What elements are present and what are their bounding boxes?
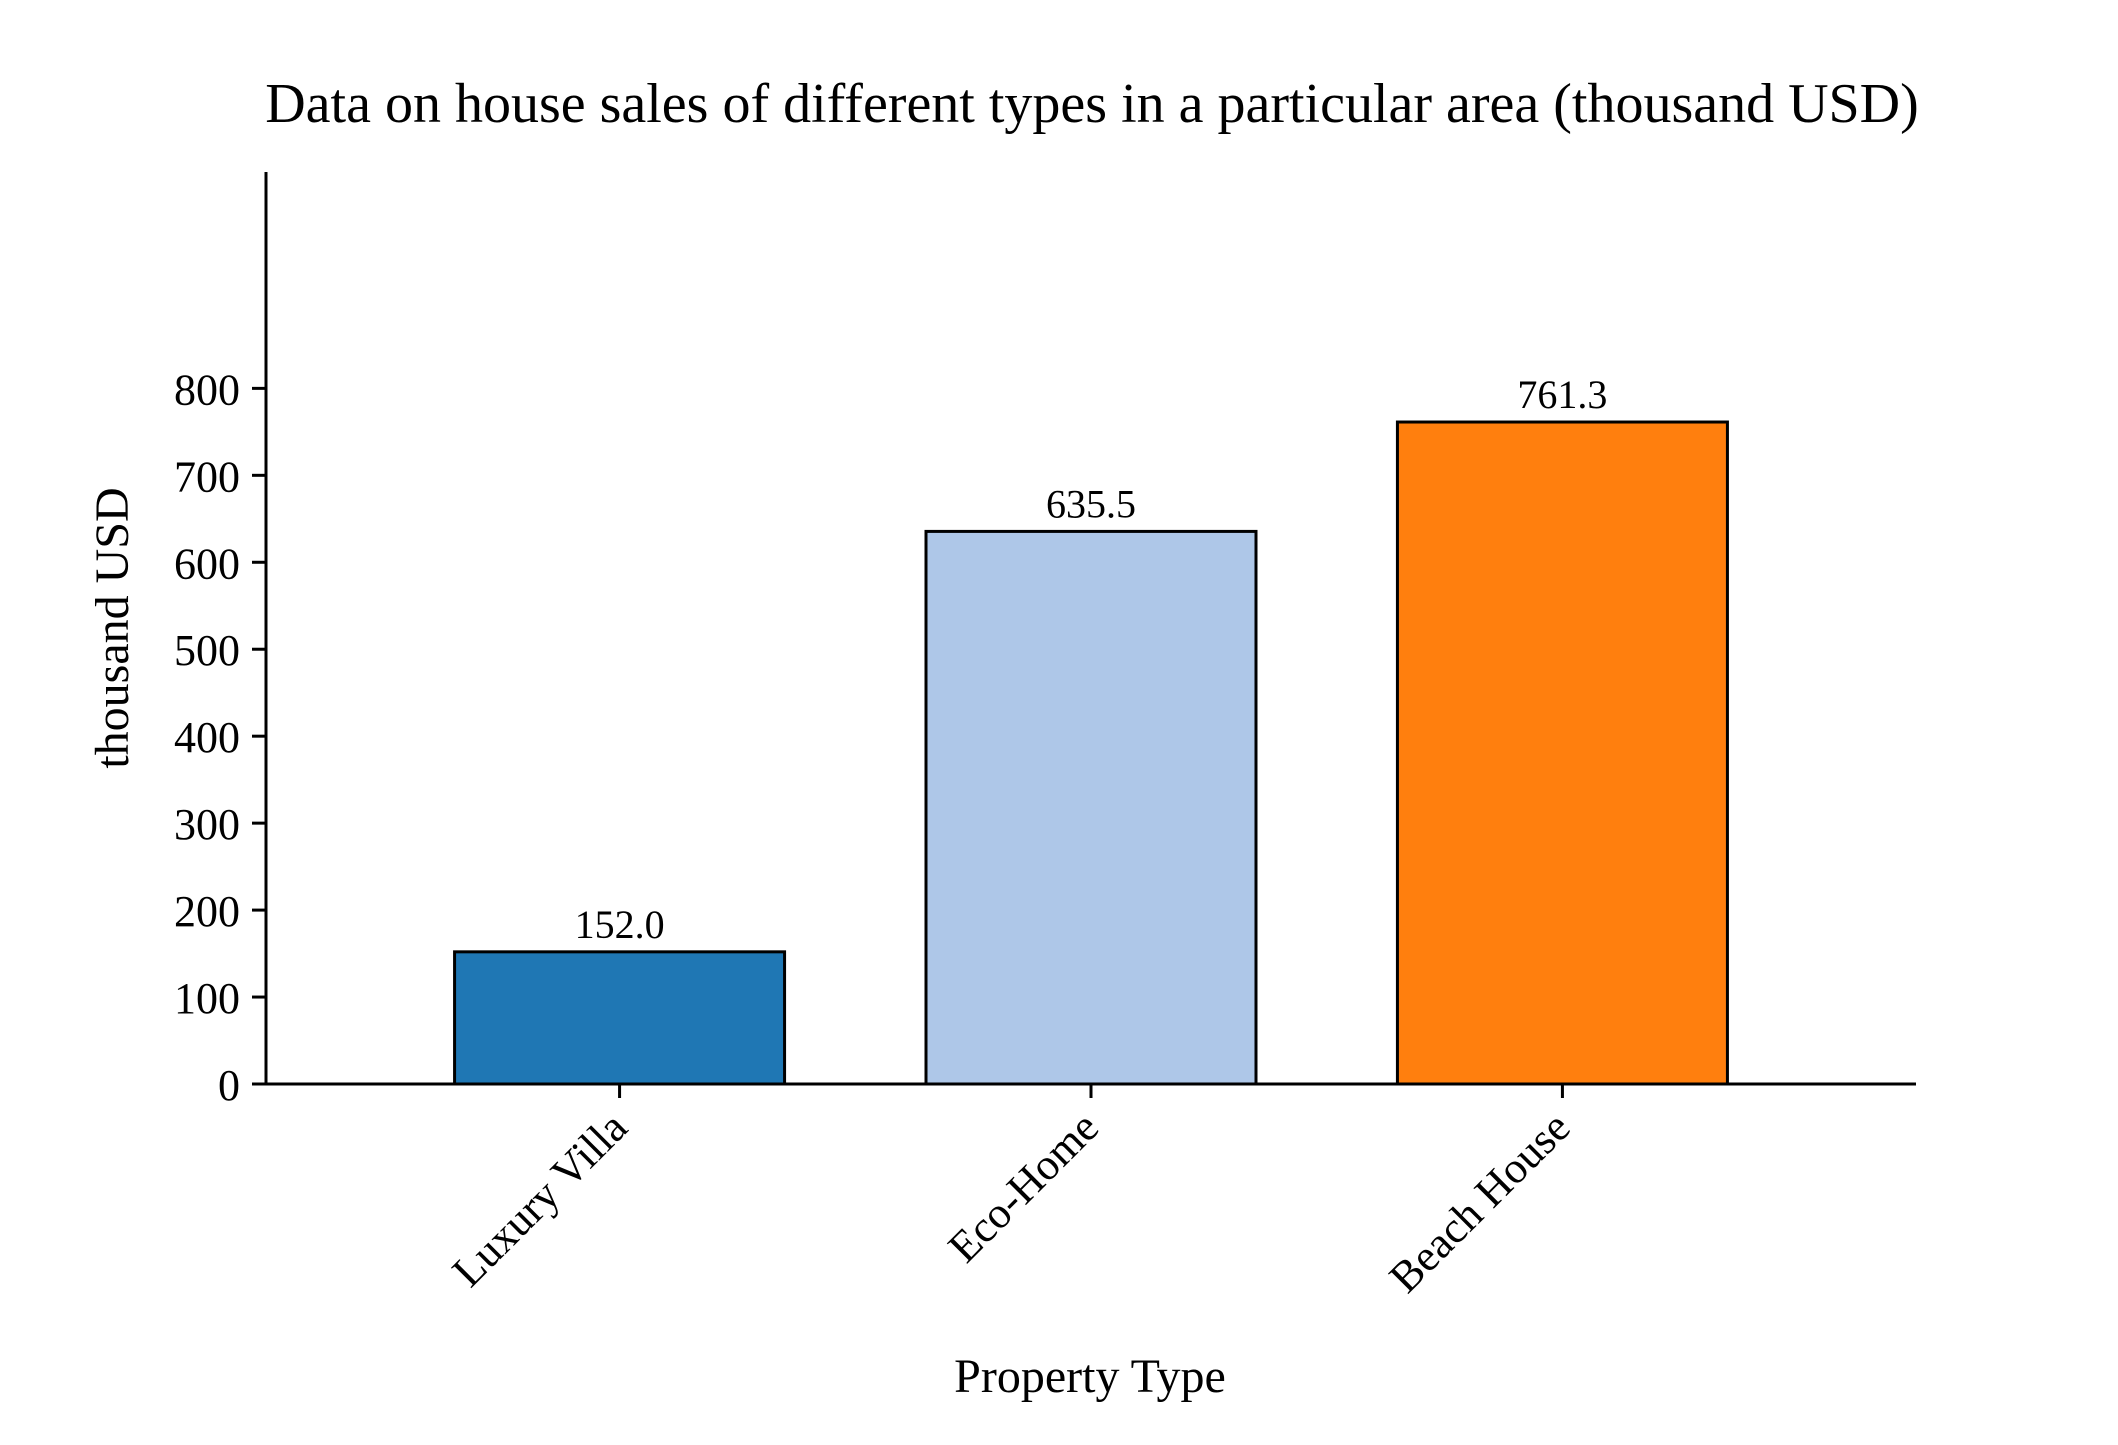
y-tick-label-800: 800 bbox=[174, 365, 240, 414]
y-tick-label-0: 0 bbox=[218, 1061, 240, 1110]
bar-value-label-luxury-villa: 152.0 bbox=[575, 902, 665, 947]
bar-value-labels: 152.0 635.5 761.3 bbox=[575, 372, 1608, 947]
y-axis-label: thousand USD bbox=[86, 487, 139, 768]
bar-value-label-beach-house: 761.3 bbox=[1517, 372, 1607, 417]
x-axis-label: Property Type bbox=[954, 1350, 1226, 1403]
bar-beach-house bbox=[1395, 420, 1729, 1086]
y-tick-label-700: 700 bbox=[174, 452, 240, 501]
y-tick-label-200: 200 bbox=[174, 887, 240, 936]
bar-eco-home bbox=[924, 529, 1258, 1086]
y-tick-label-500: 500 bbox=[174, 626, 240, 675]
chart-title: Data on house sales of different types i… bbox=[265, 73, 1919, 135]
y-axis-ticks: 0 100 200 300 400 500 600 700 800 bbox=[174, 365, 266, 1110]
x-axis-ticks: Luxury Villa Eco-Home Beach House bbox=[443, 1084, 1580, 1302]
bars-group bbox=[453, 420, 1729, 1086]
bar-luxury-villa bbox=[453, 950, 787, 1086]
y-tick-label-400: 400 bbox=[174, 713, 240, 762]
x-tick-label-luxury-villa: Luxury Villa bbox=[443, 1102, 637, 1296]
y-tick-label-600: 600 bbox=[174, 539, 240, 588]
x-tick-label-beach-house: Beach House bbox=[1380, 1102, 1580, 1302]
bar-value-label-eco-home: 635.5 bbox=[1046, 481, 1136, 526]
y-tick-label-100: 100 bbox=[174, 974, 240, 1023]
y-tick-label-300: 300 bbox=[174, 800, 240, 849]
x-tick-label-eco-home: Eco-Home bbox=[939, 1102, 1108, 1271]
